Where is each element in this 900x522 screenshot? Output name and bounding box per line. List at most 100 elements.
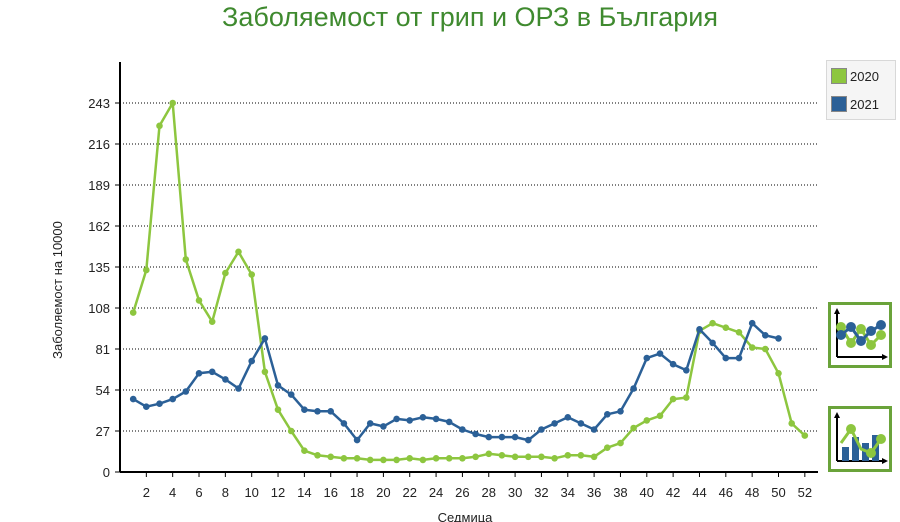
data-point-2021 [419,414,427,421]
data-point-2021 [577,420,585,427]
x-tick-label: 2 [143,485,150,500]
data-point-2020 [182,256,190,263]
x-tick-labels: 2 4 6 8 10 12 14 16 18 20 22 24 26 28 30 32 34 36 38 40 42 44… [143,472,812,500]
data-point-2021 [195,370,203,377]
legend-item-2021[interactable]: 2021 [831,91,891,117]
data-point-2020 [498,452,506,459]
data-point-2020 [604,444,611,452]
x-tick-label: 12 [271,485,285,500]
data-point-2021 [722,354,730,362]
y-tick-label: 135 [88,260,110,275]
data-point-2020 [485,450,493,458]
data-point-2020 [656,412,664,420]
data-point-2021 [327,408,335,415]
x-tick-label: 20 [376,485,390,500]
legend-item-2020[interactable]: 2020 [831,63,891,89]
data-point-2021 [617,408,624,415]
data-point-2021 [208,368,216,376]
data-point-2021 [669,360,677,368]
data-point-2021 [775,335,782,342]
data-point-2020 [788,420,795,427]
x-tick-label: 34 [561,485,575,500]
data-point-2021 [735,354,743,362]
data-point-2020 [669,395,677,403]
legend-swatch-2021 [831,96,847,112]
x-tick-label: 42 [666,485,680,500]
data-point-2021 [235,385,242,392]
x-tick-label: 22 [403,485,417,500]
data-point-2021 [406,417,414,424]
x-tick-label: 30 [508,485,522,500]
data-point-2020 [169,99,176,107]
chart-title: Заболяемост от грип и ОРЗ в България [222,2,718,32]
data-point-2020 [459,455,466,462]
legend-label-2020: 2020 [850,68,879,84]
data-point-2020 [419,456,427,464]
data-point-2021 [366,420,374,427]
data-point-2020 [564,452,572,459]
data-point-2020 [643,417,651,424]
data-point-2020 [801,432,809,439]
series-layer [129,99,809,464]
y-tick-label: 216 [88,137,110,152]
data-point-2021 [222,376,229,383]
data-point-2020 [577,452,585,459]
data-point-2020 [287,427,295,435]
x-tick-label: 40 [640,485,654,500]
data-point-2021 [762,332,769,339]
data-point-2020 [472,453,479,461]
data-point-2021 [301,406,308,414]
data-point-2021 [261,335,269,342]
line-chart-button[interactable] [828,302,892,368]
data-point-2020 [617,439,624,447]
data-point-2021 [445,418,453,426]
data-point-2020 [143,266,150,274]
data-point-2021 [511,433,519,441]
x-axis-label: Седмица [438,510,494,522]
data-point-2020 [208,318,216,326]
series-2021 [129,319,782,444]
data-point-2020 [366,456,374,464]
data-point-2020 [748,344,756,351]
data-point-2021 [683,367,690,374]
x-tick-label: 24 [429,485,443,500]
y-tick-label: 243 [88,96,110,111]
legend-swatch-2020 [831,68,847,84]
data-point-2020 [775,370,782,377]
y-tick-label: 0 [103,465,110,480]
data-point-2020 [301,447,308,455]
y-tick-labels: 0 27 54 81 108 135 162 189 216 243 [88,96,120,480]
data-point-2020 [709,319,716,327]
data-point-2021 [696,326,703,333]
data-point-2020 [590,453,598,461]
data-point-2020 [156,122,163,130]
data-point-2020 [353,455,361,462]
data-point-2021 [274,382,282,389]
x-tick-label: 10 [244,485,258,500]
data-point-2021 [472,430,479,438]
data-point-2021 [564,414,572,421]
data-point-2020 [314,452,321,459]
x-tick-label: 18 [350,485,364,500]
data-point-2021 [143,403,150,411]
data-point-2021 [630,385,637,392]
data-point-2021 [525,436,532,444]
data-point-2021 [393,415,400,423]
series-line-2021 [132,321,779,442]
y-tick-label: 27 [96,424,110,439]
data-point-2021 [432,415,440,423]
x-tick-label: 32 [534,485,548,500]
data-point-2021 [551,420,558,427]
y-axis-label: Заболяемост на 10000 [50,221,65,359]
bar-chart-button[interactable] [828,406,892,472]
data-point-2021 [287,391,295,398]
data-point-2021 [380,423,387,430]
data-point-2020 [393,456,400,464]
data-point-2021 [340,420,348,427]
data-point-2020 [525,453,532,461]
data-point-2020 [261,368,269,376]
data-point-2021 [182,388,190,395]
data-point-2021 [604,411,611,418]
x-tick-label: 50 [771,485,785,500]
